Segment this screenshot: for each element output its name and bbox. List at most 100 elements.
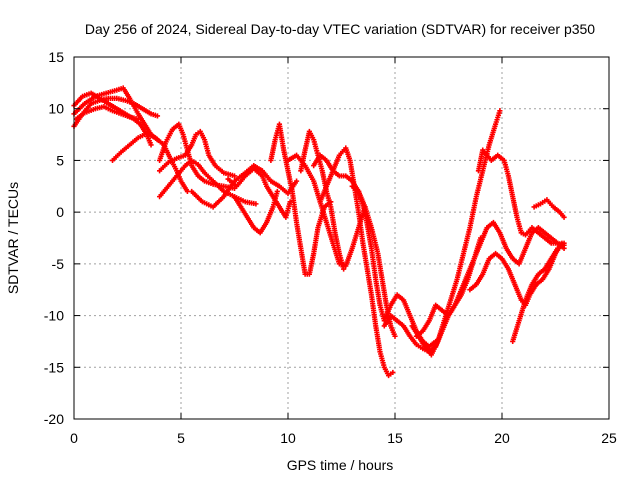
data-point-interp	[146, 110, 152, 116]
data-point-interp	[284, 166, 291, 172]
data-point-interp	[421, 342, 427, 348]
y-tick-label: -15	[44, 359, 64, 375]
data-point-interp	[274, 191, 280, 197]
series-track-11	[231, 188, 280, 236]
data-point-interp	[470, 258, 476, 264]
data-point-interp	[177, 176, 183, 182]
data-point-interp	[560, 212, 566, 219]
data-point-interp	[388, 371, 394, 377]
x-tick-label: 10	[280, 430, 296, 446]
data-point-interp	[166, 153, 172, 160]
data-point-interp	[368, 243, 374, 249]
data-point-interp	[535, 202, 541, 208]
data-point-interp	[168, 128, 174, 135]
data-point-interp	[534, 228, 540, 235]
data-point-interp	[399, 296, 405, 302]
data-point-interp	[200, 168, 206, 174]
data-point-interp	[466, 227, 472, 233]
data-point-interp	[483, 226, 489, 233]
data-point-interp	[275, 202, 281, 208]
data-point-interp	[180, 153, 186, 159]
data-point-interp	[447, 299, 453, 305]
data-point-interp	[208, 176, 214, 183]
data-point-interp	[534, 273, 540, 279]
data-point-interp	[301, 161, 307, 167]
data-point-interp	[193, 160, 199, 166]
x-tick-label: 5	[177, 430, 185, 446]
data-point-interp	[418, 329, 424, 335]
data-point-interp	[205, 150, 211, 156]
data-point-interp	[346, 155, 352, 161]
data-point-interp	[266, 176, 273, 182]
data-point-interp	[329, 238, 335, 244]
data-point-interp	[518, 228, 524, 234]
data-point-interp	[440, 320, 447, 326]
data-point-interp	[387, 304, 393, 310]
data-point-interp	[406, 331, 412, 338]
data-point-interp	[509, 191, 515, 198]
data-point-interp	[361, 207, 367, 213]
data-point-interp	[502, 243, 509, 250]
data-point-interp	[485, 258, 491, 264]
series-track-10	[225, 166, 293, 220]
data-point-interp	[118, 86, 124, 92]
data-point-interp	[171, 156, 178, 162]
data-point-interp	[124, 113, 131, 119]
data-point-interp	[95, 94, 101, 100]
data-point-interp	[302, 149, 308, 155]
axis-ticks	[73, 56, 610, 420]
data-points	[71, 85, 567, 379]
data-point-interp	[517, 295, 524, 301]
data-point-interp	[87, 102, 93, 108]
data-point-interp	[138, 105, 144, 111]
data-point-interp	[243, 212, 249, 219]
y-tick-labels: -20 -15 -10 -5 0 5 10 15	[44, 49, 64, 427]
data-point-interp	[457, 289, 464, 295]
data-point-interp	[219, 195, 225, 201]
data-point-interp	[559, 241, 566, 248]
data-point-interp	[354, 187, 360, 193]
data-point-interp	[355, 207, 361, 213]
data-point-interp	[80, 111, 86, 117]
data-point-interp	[381, 362, 387, 368]
series-track-20	[413, 219, 567, 339]
data-point-interp	[147, 140, 153, 146]
data-point-interp	[240, 198, 246, 204]
data-point-interp	[509, 254, 515, 260]
series-track-12	[268, 121, 334, 277]
x-tick-label: 20	[494, 430, 510, 446]
data-point-interp	[522, 299, 528, 305]
data-point-interp	[329, 170, 335, 176]
series-track-22	[475, 147, 567, 251]
data-point-interp	[173, 166, 179, 172]
data-point-interp	[555, 208, 561, 214]
data-point-interp	[374, 248, 380, 254]
data-point-interp	[538, 278, 544, 284]
data-point-interp	[496, 228, 502, 234]
data-point-interp	[183, 187, 189, 193]
data-point-interp	[192, 134, 198, 140]
data-point-interp	[107, 107, 113, 113]
data-point-interp	[522, 247, 528, 253]
data-point-interp	[90, 106, 96, 113]
y-tick-label: -5	[52, 256, 65, 272]
data-point-interp	[292, 180, 298, 186]
data-point-interp	[241, 175, 247, 181]
data-point-interp	[275, 182, 281, 188]
data-point-interp	[406, 311, 412, 317]
data-point-interp	[198, 197, 204, 203]
data-point-interp	[286, 201, 293, 207]
data-point-interp	[219, 187, 225, 193]
data-point-interp	[486, 144, 492, 150]
data-point-interp	[172, 175, 178, 181]
data-point-interp	[511, 280, 517, 286]
series-track-14	[285, 152, 368, 269]
data-point-interp	[200, 135, 207, 141]
data-point-interp	[368, 290, 374, 296]
data-point-interp	[258, 171, 264, 178]
data-point-interp	[377, 347, 383, 353]
series-track-5	[109, 130, 191, 195]
data-point-interp	[250, 223, 256, 229]
data-point-interp	[377, 300, 383, 306]
chart-title: Day 256 of 2024, Sidereal Day-to-day VTE…	[85, 21, 595, 37]
